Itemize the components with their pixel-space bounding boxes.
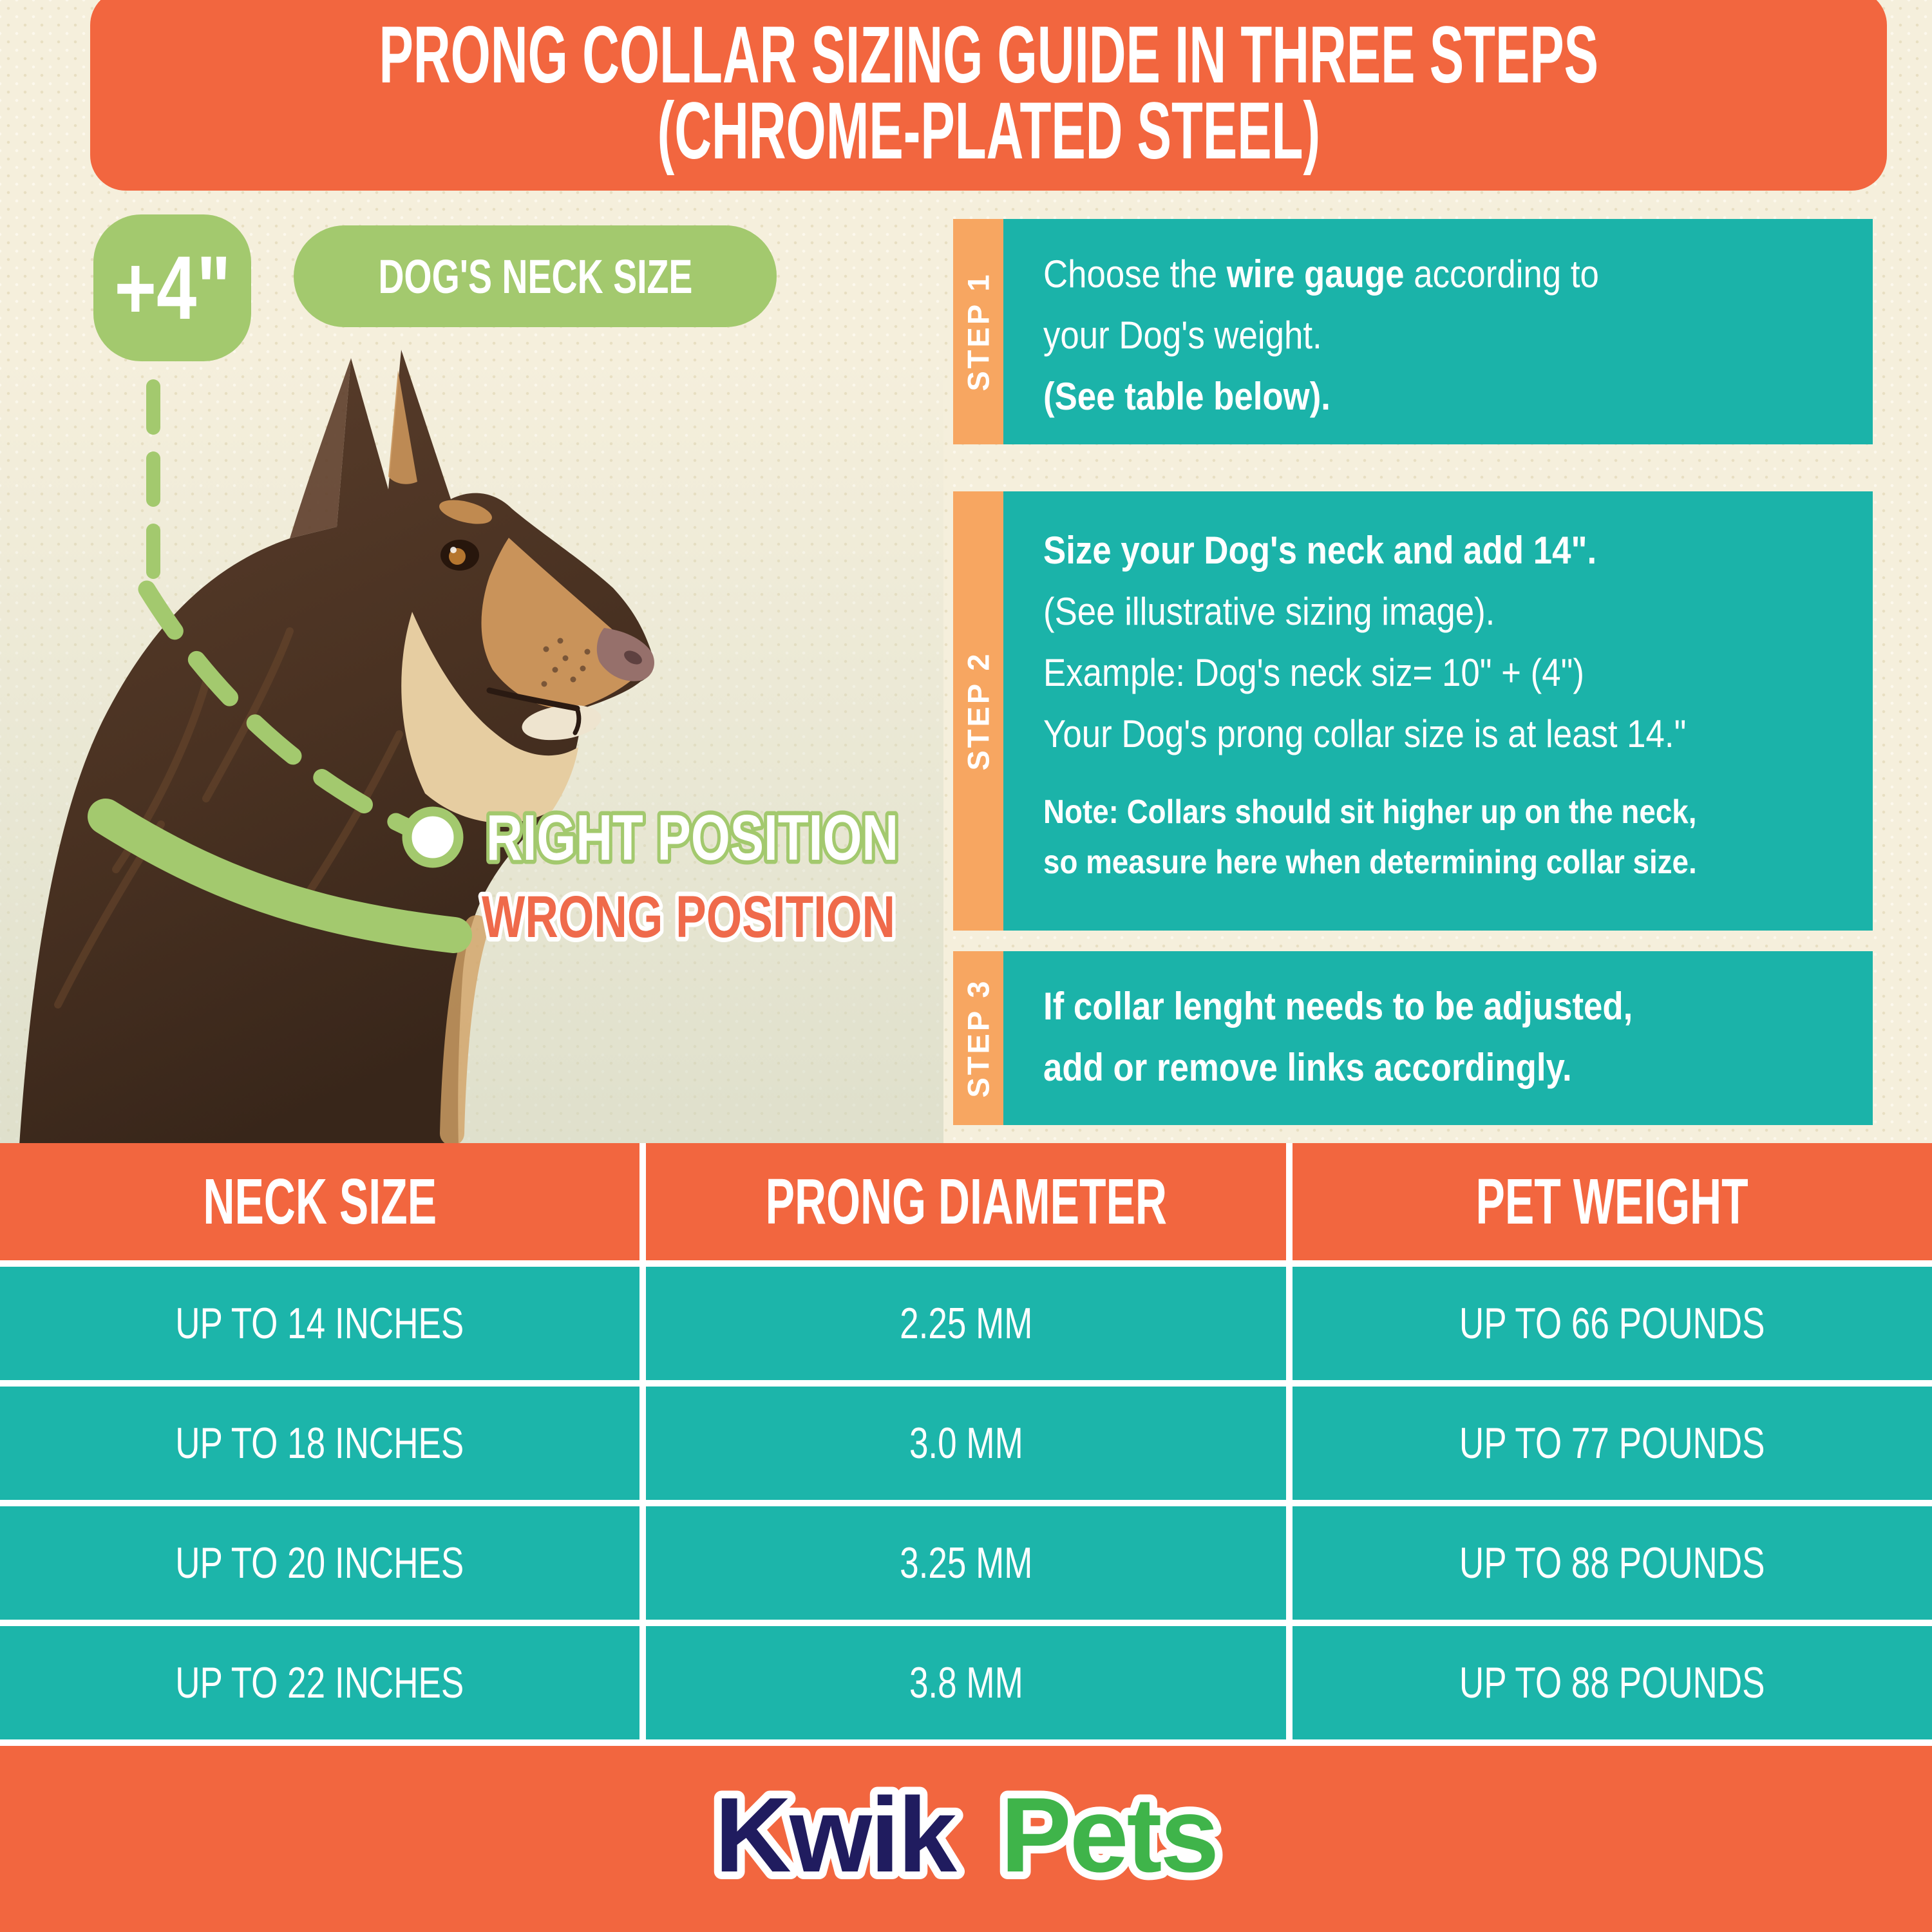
step-text-line: (See illustrative sizing image). <box>1043 590 1495 633</box>
step-3-tab: STEP 3 <box>953 951 1003 1125</box>
footer-band: Kwik Pets <box>0 1746 1932 1932</box>
wrong-position-collar-band <box>88 799 472 953</box>
table-cell: UP TO 14 INCHES <box>0 1267 640 1380</box>
step-1-tab: STEP 1 <box>953 219 1003 444</box>
table-header-neck-size: NECK SIZE <box>0 1143 640 1260</box>
dogs-neck-size-pill: DOG'S NECK SIZE <box>294 225 777 327</box>
page-title-line-1: PRONG COLLAR SIZING GUIDE IN THREE STEPS <box>379 10 1598 100</box>
step-text-line: (See table below). <box>1043 375 1331 418</box>
table-cell: UP TO 88 POUNDS <box>1292 1626 1932 1739</box>
wrong-position-label: WRONG POSITION <box>482 884 895 950</box>
step-text-line: Example: Dog's neck siz= 10" + (4") <box>1043 651 1584 694</box>
brand-logo-pets: Pets <box>1001 1776 1218 1894</box>
table-cell: 3.8 MM <box>646 1626 1286 1739</box>
table-cell: UP TO 18 INCHES <box>0 1387 640 1500</box>
table-cell: 3.25 MM <box>646 1506 1286 1620</box>
step-3-panel: STEP 3 If collar lenght needs to be adju… <box>953 951 1873 1125</box>
sizing-table: NECK SIZE PRONG DIAMETER PET WEIGHT UP T… <box>0 1143 1932 1746</box>
step-text-line: Your Dog's prong collar size is at least… <box>1043 712 1687 755</box>
table-cell: UP TO 77 POUNDS <box>1292 1387 1932 1500</box>
step-text-line: If collar lenght needs to be adjusted, <box>1043 985 1633 1028</box>
step-text-line: Choose the wire gauge according to <box>1043 252 1599 296</box>
step-2-tab: STEP 2 <box>953 491 1003 931</box>
brand-logo: Kwik Pets <box>707 1768 1227 1902</box>
step-3-body: If collar lenght needs to be adjusted, ad… <box>1003 951 1873 1125</box>
table-cell: 2.25 MM <box>646 1267 1286 1380</box>
table-cell: UP TO 88 POUNDS <box>1292 1506 1932 1620</box>
table-header-pet-weight: PET WEIGHT <box>1292 1143 1932 1260</box>
dog-image <box>19 350 654 1146</box>
step-text-line: Note: Collars should sit higher up on th… <box>1043 793 1697 831</box>
step-text-line: your Dog's weight. <box>1043 314 1322 357</box>
step-1-body: Choose the wire gauge according to your D… <box>1003 219 1873 444</box>
step-2-body: Size your Dog's neck and add 14". (See il… <box>1003 491 1873 931</box>
step-text-line: Size your Dog's neck and add 14". <box>1043 529 1597 572</box>
right-position-label: RIGHT POSITION <box>486 802 898 874</box>
page-title-line-2: (CHROME-PLATED STEEL) <box>657 86 1320 176</box>
brand-logo-kwik: Kwik <box>715 1776 957 1894</box>
step-text-line: add or remove links accordingly. <box>1043 1046 1572 1089</box>
plus-four-inches-bubble: +4" <box>93 214 251 361</box>
step-text-line: so measure here when determining collar … <box>1043 844 1697 881</box>
table-cell: UP TO 20 INCHES <box>0 1506 640 1620</box>
right-position-marker-dot <box>402 806 464 868</box>
table-header-prong-diameter: PRONG DIAMETER <box>646 1143 1286 1260</box>
table-cell: UP TO 22 INCHES <box>0 1626 640 1739</box>
svg-text:Kwik Pets: Kwik Pets <box>715 1776 1217 1894</box>
header-banner: PRONG COLLAR SIZING GUIDE IN THREE STEPS… <box>90 0 1887 191</box>
table-cell: 3.0 MM <box>646 1387 1286 1500</box>
step-1-panel: STEP 1 Choose the wire gauge according t… <box>953 219 1873 444</box>
table-cell: UP TO 66 POUNDS <box>1292 1267 1932 1380</box>
measure-dashed-diagonal-line <box>138 580 420 838</box>
step-2-panel: STEP 2 Size your Dog's neck and add 14".… <box>953 491 1873 931</box>
